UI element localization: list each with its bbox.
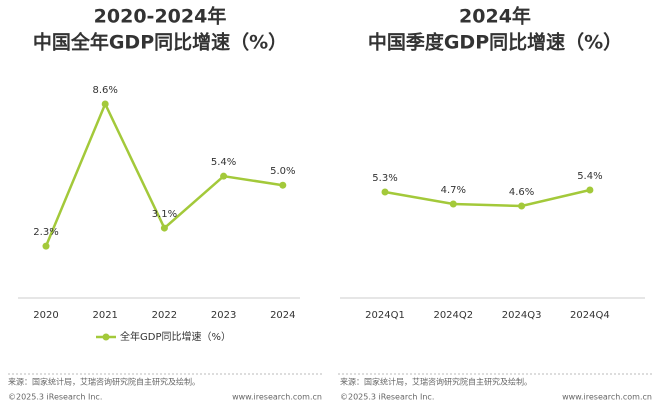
x-tick-label: 2024 xyxy=(270,310,295,321)
point xyxy=(101,100,109,108)
x-tick-label: 2023 xyxy=(211,310,236,321)
point xyxy=(220,172,228,180)
x-tick-label: 2024Q1 xyxy=(365,310,405,321)
data-label: 4.7% xyxy=(441,185,466,196)
copyright: ©2025.3 iResearch Inc. xyxy=(8,393,102,402)
point xyxy=(518,202,526,210)
chart-subtitle: 中国季度GDP同比增速（%） xyxy=(368,31,622,54)
legend-marker xyxy=(102,333,110,341)
x-tick-label: 2022 xyxy=(152,310,177,321)
copyright: ©2025.3 iResearch Inc. xyxy=(340,393,434,402)
x-tick-label: 2024Q3 xyxy=(502,310,542,321)
point xyxy=(381,188,389,196)
chart-subtitle: 中国全年GDP同比增速（%） xyxy=(33,31,287,54)
source: 来源：国家统计局，艾瑞咨询研究院自主研究及绘制。 xyxy=(8,377,200,387)
chart-title: 2024年 xyxy=(459,5,531,28)
x-tick-label: 2021 xyxy=(92,310,117,321)
data-label: 3.1% xyxy=(152,209,177,220)
data-label: 4.6% xyxy=(509,187,534,198)
data-label: 5.4% xyxy=(211,157,236,168)
x-tick-label: 2020 xyxy=(33,310,58,321)
chart-title: 2020-2024年 xyxy=(94,5,227,28)
data-label: 5.4% xyxy=(577,171,602,182)
data-label: 5.3% xyxy=(372,173,397,184)
point xyxy=(42,242,50,250)
point xyxy=(160,224,168,232)
data-label: 2.3% xyxy=(33,227,58,238)
x-tick-label: 2024Q4 xyxy=(570,310,610,321)
point xyxy=(279,181,287,189)
legend-label: 全年GDP同比增速（%） xyxy=(120,330,231,343)
website: www.iresearch.com.cn xyxy=(232,393,322,402)
data-label: 8.6% xyxy=(92,85,117,96)
website: www.iresearch.com.cn xyxy=(562,393,652,402)
line xyxy=(384,188,591,208)
source: 来源：国家统计局，艾瑞咨询研究院自主研究及绘制。 xyxy=(340,377,532,387)
point xyxy=(586,186,594,194)
x-tick-label: 2024Q2 xyxy=(433,310,473,321)
point xyxy=(449,200,457,208)
data-label: 5.0% xyxy=(270,166,295,177)
